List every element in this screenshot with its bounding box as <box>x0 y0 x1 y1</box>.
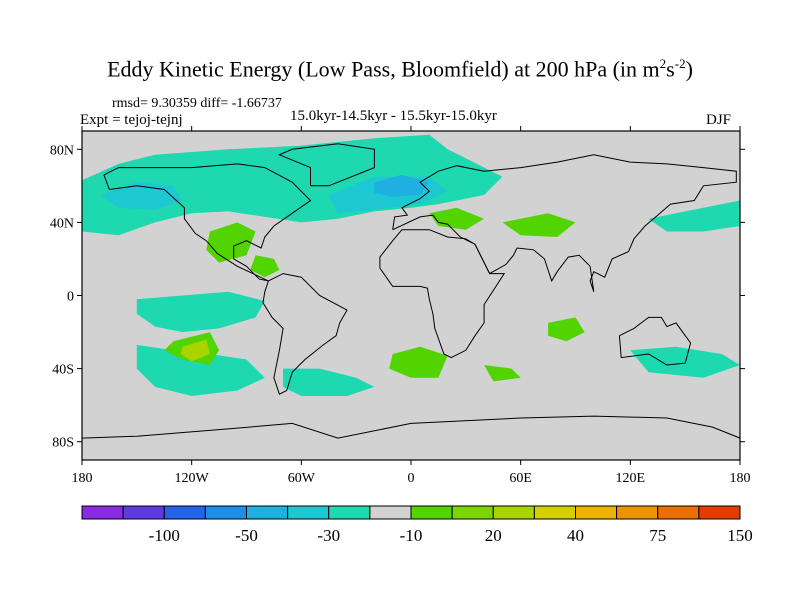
coastline <box>278 143 375 187</box>
experiment-label: Expt = tejoj-tejnj <box>80 112 183 128</box>
colorbar-swatch <box>616 505 659 520</box>
coastline <box>262 273 348 395</box>
period-label: 15.0kyr-14.5kyr - 15.5kyr-15.0kyr <box>290 108 497 124</box>
field-region-japan-pacific <box>648 200 740 232</box>
x-tick-label: 120W <box>175 471 210 486</box>
field-region-caribbean-pos <box>250 255 280 278</box>
colorbar-swatch <box>533 505 576 520</box>
field-region-north-pacific <box>82 134 503 236</box>
field-region-south-atlantic <box>283 368 375 396</box>
stats-label: rmsd= 9.30359 diff= -1.66737 <box>112 96 282 111</box>
colorbar-label: 20 <box>485 526 502 545</box>
coastline <box>618 316 692 366</box>
x-tick-label: 60W <box>288 471 316 486</box>
colorbar-swatch <box>698 505 741 520</box>
field-region-south-indian-pos <box>389 346 448 378</box>
field-region-central-asia-pos <box>502 213 576 237</box>
colorbar-label: -30 <box>317 526 340 545</box>
y-tick-label: 80N <box>50 143 74 158</box>
field-region-east-pacific-tropical <box>136 291 265 333</box>
colorbar-swatch <box>287 505 330 520</box>
coastline <box>103 163 312 282</box>
colorbar-label: 150 <box>727 526 753 545</box>
coastline <box>82 415 740 439</box>
colorbar-swatch <box>451 505 494 520</box>
field-region-south-indian-pos2 <box>484 365 521 382</box>
field-region-indian-ocean-pos <box>548 317 585 342</box>
colorbar-swatch <box>492 505 535 520</box>
chart-title: Eddy Kinetic Energy (Low Pass, Bloomfiel… <box>107 56 693 82</box>
x-tick-label: 120E <box>616 471 646 486</box>
colorbar-label: -10 <box>400 526 423 545</box>
coastline <box>392 154 737 292</box>
colorbar-swatch <box>369 505 412 520</box>
field-region-south-pacific <box>136 344 265 396</box>
x-tick-label: 180 <box>72 471 93 486</box>
y-tick-label: 40S <box>52 363 74 378</box>
colorbar-swatch <box>81 505 124 520</box>
coastline <box>379 229 506 359</box>
field-region-mediterranean-pos <box>429 207 485 230</box>
coastlines <box>82 143 740 439</box>
x-tick-label: 0 <box>408 471 415 486</box>
x-tick-label: 60E <box>509 471 532 486</box>
colorbar-swatch <box>657 505 700 520</box>
colorbar-swatch <box>246 505 289 520</box>
colorbar-swatch <box>575 505 618 520</box>
field-region-gulf-mexico-pos <box>206 222 256 263</box>
colorbar-swatch <box>122 505 165 520</box>
y-tick-label: 0 <box>67 290 74 305</box>
colorbar-label: 40 <box>567 526 584 545</box>
y-tick-label: 80S <box>52 436 74 451</box>
y-tick-label: 40N <box>50 216 74 231</box>
colorbar-swatch <box>328 505 371 520</box>
colorbar-label: -50 <box>235 526 258 545</box>
map-field <box>82 131 740 460</box>
colorbar-swatch <box>410 505 453 520</box>
season-label: DJF <box>706 112 732 128</box>
colorbar-swatch <box>204 505 247 520</box>
colorbar: -100 -50 -30 -10 20 40 75 150 <box>81 505 753 545</box>
colorbar-label: 75 <box>649 526 666 545</box>
x-tick-label: 180 <box>730 471 751 486</box>
colorbar-swatch <box>163 505 206 520</box>
field-region-south-pacific-pos2 <box>180 339 210 362</box>
colorbar-label: -100 <box>149 526 180 545</box>
axis-ticks: 180 120W 60W 0 60E 120E 180 80N 40N 0 40S 80S <box>50 126 751 486</box>
field-region-atlantic-inner <box>374 174 430 197</box>
